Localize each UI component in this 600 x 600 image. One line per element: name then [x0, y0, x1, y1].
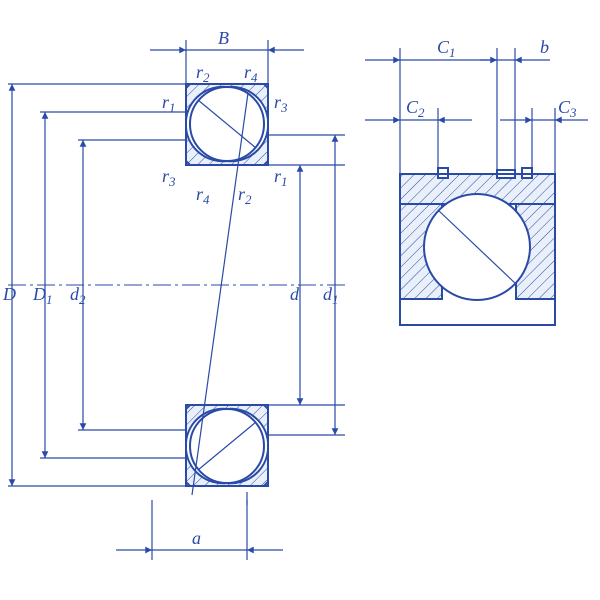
- lbl-r2-tl: r2: [196, 62, 210, 85]
- lbl-r3-bl: r3: [162, 166, 176, 189]
- left-cross-section: r1 r2 r4 r3 r3 r4 r2 r1 D D1 d2 d d1 B a: [2, 28, 345, 560]
- lbl-D1: D1: [32, 284, 53, 307]
- lbl-r1-tl: r1: [162, 92, 176, 115]
- lbl-B: B: [218, 28, 229, 48]
- bearing-diagram: r1 r2 r4 r3 r3 r4 r2 r1 D D1 d2 d d1 B a: [0, 0, 600, 600]
- lbl-a: a: [192, 528, 201, 548]
- lbl-C1: C1: [437, 37, 456, 60]
- lbl-r1-br: r1: [274, 166, 288, 189]
- lbl-C3: C3: [558, 97, 577, 120]
- right-detail: C1 b C2 C3: [365, 37, 588, 325]
- lbl-C2: C2: [406, 97, 425, 120]
- lbl-D: D: [2, 284, 16, 304]
- lbl-r2-br: r2: [238, 184, 252, 207]
- lbl-r4-bl: r4: [196, 184, 210, 207]
- lbl-d1: d1: [323, 284, 339, 307]
- lbl-r4-tr: r4: [244, 62, 258, 85]
- lbl-r3-tr: r3: [274, 92, 288, 115]
- lbl-d: d: [290, 284, 300, 304]
- lbl-b: b: [540, 37, 549, 57]
